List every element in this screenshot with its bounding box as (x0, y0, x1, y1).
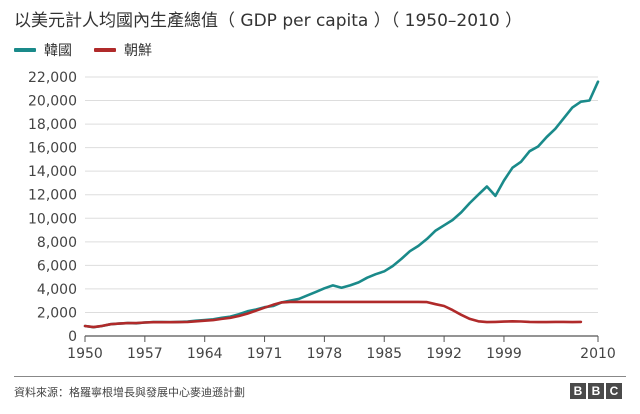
bbc-logo-letter: B (588, 383, 604, 399)
north-korea-gdp-line (83, 300, 583, 329)
y-tick-label: 2,000 (37, 305, 77, 321)
legend-item-south-korea: 韓國 (14, 40, 72, 60)
x-tick-label: 1985 (366, 346, 402, 362)
legend-swatch-north-korea (94, 48, 116, 52)
x-tick-label: 2010 (580, 346, 616, 362)
legend-item-north-korea: 朝鮮 (94, 40, 152, 60)
bbc-logo: B B C (570, 383, 622, 399)
y-tick-label: 16,000 (28, 141, 77, 157)
x-tick-label: 1971 (247, 346, 283, 362)
south-korea-gdp-line (83, 80, 600, 329)
y-tick-label: 12,000 (28, 188, 77, 204)
y-tick-label: 14,000 (28, 164, 77, 180)
chart-legend: 韓國 朝鮮 (14, 40, 152, 60)
source-note: 資料來源：格羅寧根增長與發展中心麥迪遜計劃 (14, 386, 245, 399)
footer-divider (14, 376, 626, 377)
bbc-logo-letter: B (570, 383, 586, 399)
y-tick-label: 22,000 (28, 70, 77, 86)
chart-title: 以美元計人均國內生產總值（ GDP per capita ）（ 1950–201… (14, 11, 523, 31)
x-tick-label: 1992 (426, 346, 462, 362)
y-tick-label: 18,000 (28, 117, 77, 133)
x-tick-label: 1950 (67, 346, 103, 362)
x-tick-label: 1964 (187, 346, 223, 362)
x-tick-label: 1957 (127, 346, 163, 362)
y-tick-label: 4,000 (37, 282, 77, 298)
y-tick-label: 10,000 (28, 211, 77, 227)
legend-swatch-south-korea (14, 48, 36, 52)
gdp-line-chart: 0 2,000 4,000 6,000 8,000 10,000 12,000 14,000 1… (28, 70, 616, 362)
x-tick-label: 1999 (486, 346, 522, 362)
legend-label-north-korea: 朝鮮 (124, 43, 152, 59)
bbc-logo-letter: C (606, 383, 622, 399)
y-tick-label: 8,000 (37, 235, 77, 251)
y-tick-label: 0 (68, 329, 77, 345)
legend-label-south-korea: 韓國 (44, 43, 72, 59)
y-tick-label: 20,000 (28, 94, 77, 110)
x-tick-label: 1978 (307, 346, 343, 362)
y-tick-label: 6,000 (37, 258, 77, 274)
